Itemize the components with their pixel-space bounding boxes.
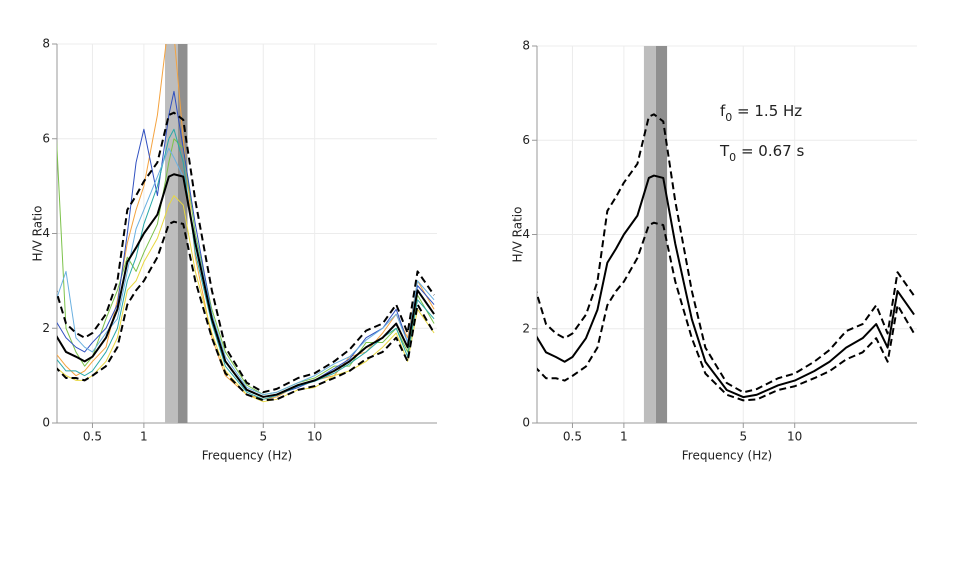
y-tick-label: 0 <box>522 416 530 430</box>
annotation-part: = 1.5 Hz <box>732 102 802 120</box>
y-tick-label: 0 <box>42 416 50 430</box>
plot: 0 2 4 6 8 0.5 1 5 10 Frequency (Hz) H/V Ratio <box>31 37 437 463</box>
x-tick-label: 1 <box>140 430 148 444</box>
annotation-part: T <box>719 142 730 160</box>
x-axis-label: Frequency (Hz) <box>202 449 293 463</box>
f0-band <box>643 46 656 423</box>
hv-curve <box>537 174 915 399</box>
annotation: T0 = 0.67 s <box>719 142 804 164</box>
y-tick-label: 8 <box>42 37 50 51</box>
hv-curve <box>57 173 435 398</box>
hv-curve <box>57 111 435 394</box>
y-tick-label: 2 <box>42 321 50 335</box>
hv-curve <box>57 195 435 403</box>
x-tick-label: 10 <box>787 430 802 444</box>
y-tick-label: 6 <box>42 131 50 145</box>
hv-curve <box>537 221 915 402</box>
annotation-part: 0 <box>729 151 736 164</box>
f0-band <box>177 44 188 423</box>
hv-curve <box>57 90 435 398</box>
hv-curve <box>57 147 435 396</box>
y-tick-label: 8 <box>522 39 530 53</box>
hv-curve <box>57 44 435 400</box>
y-axis-label: H/V Ratio <box>31 206 45 262</box>
annotation-part: = 0.67 s <box>736 142 804 160</box>
y-axis-label: H/V Ratio <box>511 207 525 263</box>
x-tick-label: 5 <box>739 430 747 444</box>
y-tick-label: 4 <box>522 227 530 241</box>
hv-curve <box>57 128 435 400</box>
annotation-part: 0 <box>725 111 732 124</box>
plot-area <box>57 44 435 423</box>
x-tick-label: 0.5 <box>83 430 102 444</box>
f0-band <box>655 46 668 423</box>
y-tick-label: 6 <box>522 133 530 147</box>
hv-curve <box>57 220 435 402</box>
y-tick-label: 4 <box>42 226 50 240</box>
x-tick-label: 1 <box>620 430 628 444</box>
x-tick-label: 5 <box>259 430 267 444</box>
x-tick-label: 0.5 <box>563 430 582 444</box>
annotation: f0 = 1.5 Hz <box>720 102 802 124</box>
hv-curve <box>537 113 915 394</box>
plot-area <box>537 46 915 423</box>
annotation-part: f <box>720 102 726 120</box>
y-tick-label: 2 <box>522 321 530 335</box>
x-tick-label: 10 <box>307 430 322 444</box>
x-axis-label: Frequency (Hz) <box>682 449 773 463</box>
